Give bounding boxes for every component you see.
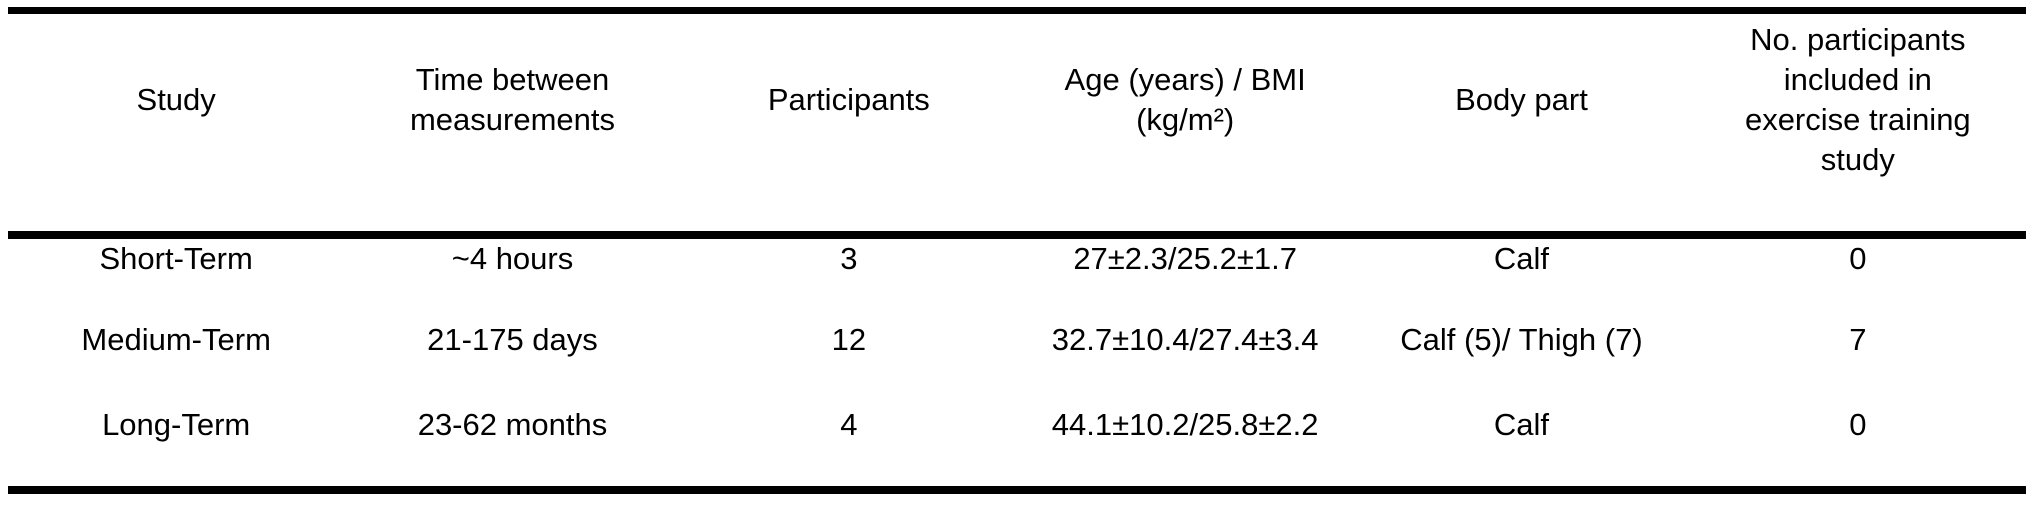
cell-short-term-time: ~4 hours xyxy=(451,240,574,276)
cell-long-term-body-part: Calf xyxy=(1493,406,1550,442)
table-header: Study Time between measurements Particip… xyxy=(8,10,2026,239)
cell-medium-term-study: Medium-Term xyxy=(81,321,271,357)
cell-medium-term-time: 21-175 days xyxy=(427,321,598,357)
table-body: Short-Term ~4 hours 3 27±2.3/25.2±1.7 Ca… xyxy=(8,235,2026,490)
column-header-participants-label: Participants xyxy=(767,82,930,118)
column-header-time-between-measurements-label: Time between measurements xyxy=(409,62,615,138)
column-header-exercise-training-participants-label: No. participants included in exercise tr… xyxy=(1744,22,1971,178)
cell-short-term-exercise-count: 0 xyxy=(1849,240,1867,276)
column-header-age-bmi: Age (years) / BMI (kg/m²) xyxy=(1016,10,1354,239)
column-header-time-between-measurements: Time between measurements xyxy=(344,10,681,239)
table-row-short-term: Short-Term ~4 hours 3 27±2.3/25.2±1.7 Ca… xyxy=(8,235,2026,320)
column-header-participants: Participants xyxy=(680,10,1017,239)
cell-long-term-age-bmi: 44.1±10.2/25.8±2.2 xyxy=(1051,406,1319,442)
cell-short-term-participants: 3 xyxy=(840,240,858,276)
cell-short-term-body-part: Calf xyxy=(1493,240,1550,276)
table-row-long-term: Long-Term 23-62 months 4 44.1±10.2/25.8±… xyxy=(8,405,2026,490)
column-header-body-part-label: Body part xyxy=(1455,82,1588,118)
cell-long-term-study: Long-Term xyxy=(102,406,251,442)
table-row-medium-term: Medium-Term 21-175 days 12 32.7±10.4/27.… xyxy=(8,320,2026,405)
column-header-study-label: Study xyxy=(136,82,216,118)
cell-long-term-participants: 4 xyxy=(840,406,858,442)
cell-long-term-time: 23-62 months xyxy=(417,406,608,442)
cell-medium-term-age-bmi: 32.7±10.4/27.4±3.4 xyxy=(1051,321,1319,357)
column-header-body-part: Body part xyxy=(1353,10,1690,239)
cell-short-term-age-bmi: 27±2.3/25.2±1.7 xyxy=(1073,240,1297,276)
cell-long-term-exercise-count: 0 xyxy=(1849,406,1867,442)
column-header-study: Study xyxy=(8,10,345,239)
header-row: Study Time between measurements Particip… xyxy=(8,10,2026,239)
cell-medium-term-participants: 12 xyxy=(831,321,867,357)
cell-short-term-study: Short-Term xyxy=(99,240,253,276)
column-header-exercise-training-participants: No. participants included in exercise tr… xyxy=(1689,10,2026,239)
cell-medium-term-body-part: Calf (5)/ Thigh (7) xyxy=(1400,321,1643,357)
study-summary-table: Study Time between measurements Particip… xyxy=(8,7,2026,494)
cell-medium-term-exercise-count: 7 xyxy=(1849,321,1867,357)
column-header-age-bmi-label: Age (years) / BMI (kg/m²) xyxy=(1064,62,1306,138)
